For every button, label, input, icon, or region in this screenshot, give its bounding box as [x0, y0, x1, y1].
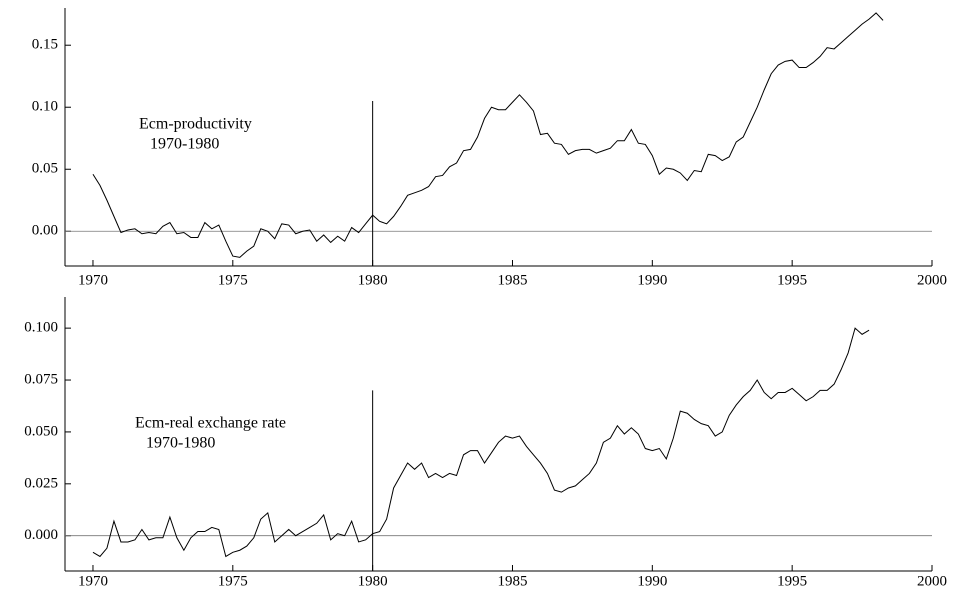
x-tick-label: 2000 — [917, 272, 947, 288]
y-tick-label: 0.050 — [24, 423, 58, 439]
data-line — [92, 327, 870, 558]
x-tick-label: 1970 — [78, 272, 108, 288]
x-tick-label: 1980 — [358, 272, 388, 288]
x-tick-label: 1990 — [637, 272, 667, 288]
x-tick-label: 1995 — [777, 573, 807, 589]
y-tick-label: 0.05 — [32, 161, 58, 177]
x-tick-label: 1980 — [358, 573, 388, 589]
x-tick-label: 1970 — [78, 573, 108, 589]
y-tick-label: 0.100 — [24, 320, 58, 336]
data-line — [92, 12, 884, 258]
annotation: Ecm-real exchange rate — [135, 415, 286, 432]
annotation: 1970-1980 — [150, 136, 219, 153]
y-tick-label: 0.10 — [32, 99, 58, 115]
annotation: 1970-1980 — [146, 435, 215, 452]
x-tick-label: 1990 — [637, 573, 667, 589]
y-tick-label: 0.075 — [24, 371, 58, 387]
x-tick-label: 1995 — [777, 272, 807, 288]
x-tick-label: 1985 — [497, 573, 527, 589]
annotation: Ecm-productivity — [139, 116, 252, 133]
x-tick-label: 1985 — [497, 272, 527, 288]
y-tick-label: 0.00 — [32, 223, 58, 239]
x-tick-label: 1975 — [218, 272, 248, 288]
y-tick-label: 0.000 — [24, 527, 58, 543]
y-tick-label: 0.15 — [32, 37, 58, 53]
y-tick-label: 0.025 — [24, 475, 58, 491]
x-tick-label: 2000 — [917, 573, 947, 589]
x-tick-label: 1975 — [218, 573, 248, 589]
